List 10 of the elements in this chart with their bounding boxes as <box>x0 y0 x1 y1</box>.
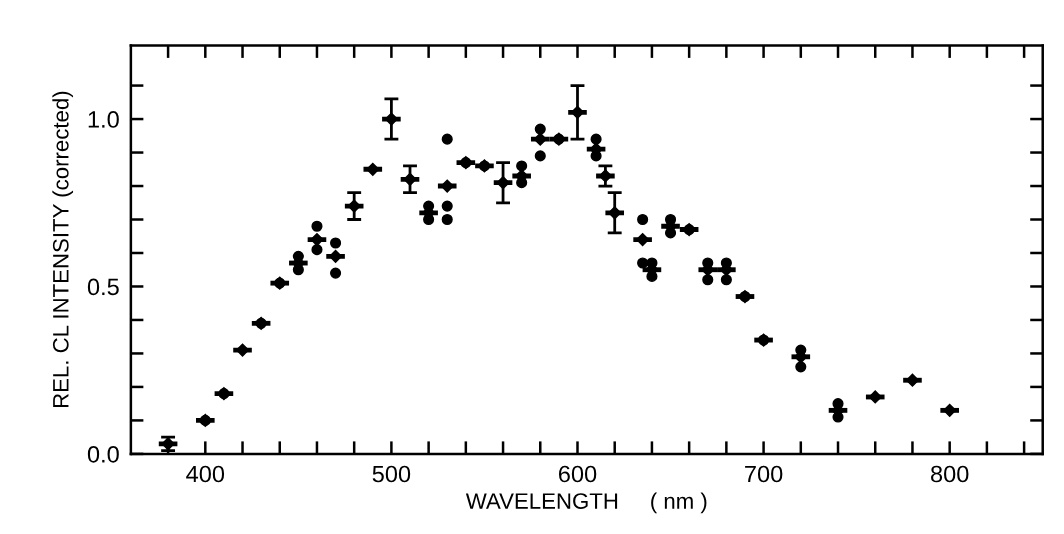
x-axis-title: WAVELENGTH ( nm ) <box>465 492 707 514</box>
x-tick-label: 700 <box>745 465 783 483</box>
y-axis-title: REL. CL INTENSITY (corrected) <box>52 91 74 408</box>
x-tick-label: 800 <box>931 465 969 483</box>
y-tick-label: 1.0 <box>88 111 119 128</box>
x-tick-label: 500 <box>372 465 411 483</box>
x-tick-label: 400 <box>186 465 225 483</box>
x-tick-label: 600 <box>559 465 597 483</box>
y-tick-label: 0.0 <box>87 445 119 463</box>
y-tick-label: 0.5 <box>87 278 119 296</box>
